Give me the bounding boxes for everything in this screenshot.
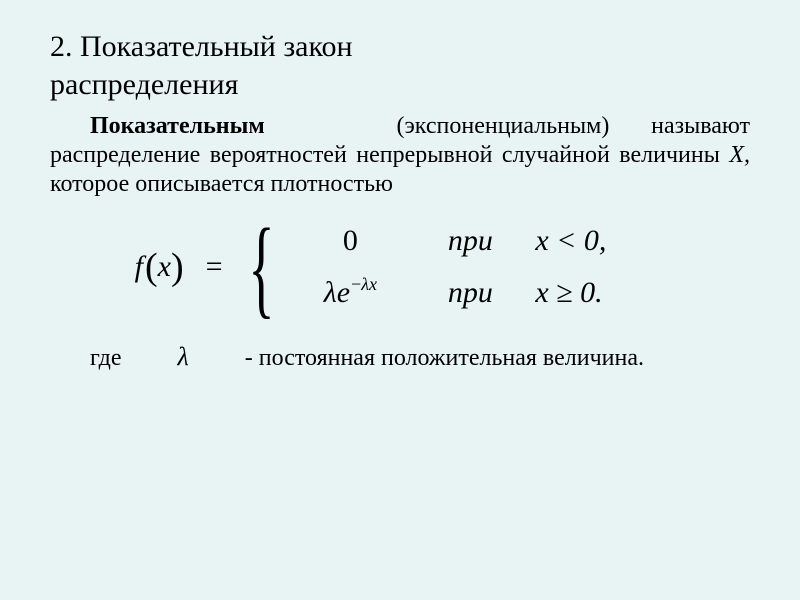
case1-value: 0 bbox=[295, 224, 405, 258]
symbol-lambda: λ bbox=[324, 276, 337, 310]
right-paren: ) bbox=[171, 245, 184, 289]
case2-condition-word: при bbox=[405, 276, 535, 310]
left-brace: { bbox=[248, 223, 274, 311]
symbol-f: f bbox=[135, 250, 143, 284]
afterword-gde: где bbox=[90, 345, 122, 371]
symbol-x: x bbox=[158, 250, 171, 284]
afterword-paragraph: где λ - постоянная положительная величин… bbox=[50, 341, 750, 373]
left-paren: ( bbox=[145, 245, 158, 289]
case1-condition-word: при bbox=[405, 224, 535, 258]
case-row-1: 0 при x < 0, bbox=[295, 224, 665, 258]
equals-sign: = bbox=[206, 250, 223, 284]
exp-minus: − bbox=[351, 274, 361, 294]
variable-x: X, bbox=[729, 142, 750, 168]
density-formula: f ( x ) = { 0 при x < 0, λ e −λx при x ≥… bbox=[50, 223, 750, 311]
case1-condition: x < 0, bbox=[535, 224, 665, 258]
afterword-lambda: λ bbox=[178, 342, 189, 371]
definition-paragraph: Показательным (экспоненциальным) называю… bbox=[50, 112, 750, 198]
exp-lambda: λ bbox=[361, 274, 369, 294]
definition-tail: которое описывается плотностью bbox=[50, 171, 393, 197]
section-title-line1: 2. Показательный закон bbox=[50, 30, 750, 64]
term-paren: (экспоненциальным) bbox=[397, 113, 610, 139]
exponent: −λx bbox=[351, 274, 377, 295]
term-bold: Показательным bbox=[90, 113, 265, 139]
section-title-line2: распределения bbox=[50, 68, 750, 102]
symbol-e: e bbox=[337, 276, 350, 310]
exp-x: x bbox=[369, 274, 377, 294]
case2-value: λ e −λx bbox=[295, 276, 405, 310]
afterword-rest: - постоянная положительная величина. bbox=[245, 345, 644, 371]
fx-notation: f ( x ) bbox=[135, 245, 184, 289]
case-row-2: λ e −λx при x ≥ 0. bbox=[295, 276, 665, 310]
case2-condition: x ≥ 0. bbox=[535, 276, 665, 310]
piecewise-cases: 0 при x < 0, λ e −λx при x ≥ 0. bbox=[295, 224, 665, 310]
